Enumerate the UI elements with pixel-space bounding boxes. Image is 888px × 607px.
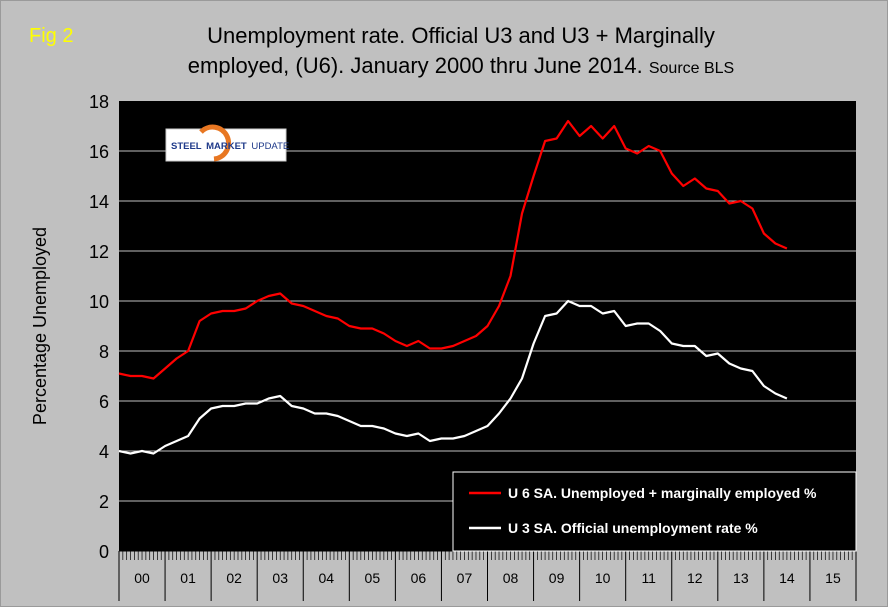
y-tick-label: 4 (99, 442, 109, 462)
steel-market-update-logo: STEEL MARKET UPDATE (165, 124, 289, 162)
y-tick-label: 16 (89, 142, 109, 162)
legend-label-u6: U 6 SA. Unemployed + marginally employed… (508, 485, 817, 501)
logo-word-update: UPDATE (251, 141, 289, 152)
y-tick-label: 10 (89, 292, 109, 312)
y-tick-label: 6 (99, 392, 109, 412)
chart-title: Unemployment rate. Official U3 and U3 + … (141, 21, 781, 84)
series-line-u3 (118, 299, 788, 455)
x-tick-label: 03 (272, 570, 288, 586)
x-tick-label: 14 (779, 570, 795, 586)
x-tick-label: 12 (687, 570, 703, 586)
x-tick-label: 00 (134, 570, 150, 586)
series-line-u6 (118, 119, 788, 380)
x-tick-label: 09 (549, 570, 565, 586)
x-tick-label: 10 (595, 570, 611, 586)
x-tick-label: 04 (318, 570, 334, 586)
x-tick-label: 08 (503, 570, 519, 586)
y-axis: 0 2 4 6 8 10 12 14 16 18 (89, 92, 109, 562)
chart-title-line1: Unemployment rate. Official U3 and U3 + … (207, 23, 715, 48)
x-tick-label: 15 (825, 570, 841, 586)
x-tick-label: 05 (365, 570, 381, 586)
figure-label: Fig 2 (29, 25, 74, 47)
x-tick-label: 11 (641, 570, 656, 586)
y-tick-label: 0 (99, 542, 109, 562)
y-axis-label: Percentage Unemployed (30, 227, 50, 425)
x-tick-label: 06 (411, 570, 427, 586)
y-tick-label: 14 (89, 192, 109, 212)
y-tick-label: 2 (99, 492, 109, 512)
x-axis: 00 01 02 03 04 05 06 07 08 09 10 11 12 13 14 15 (118, 550, 857, 601)
source-note: Source BLS (648, 60, 735, 77)
chart-title-line2-text: employed, (U6). January 2000 thru June 2… (187, 53, 643, 78)
y-tick-label: 8 (99, 342, 109, 362)
logo-word-steel: STEEL (171, 141, 202, 152)
chart-title-line2: employed, (U6). January 2000 thru June 2… (141, 51, 781, 84)
x-tick-label: 07 (457, 570, 473, 586)
series-lines (118, 119, 788, 455)
x-tick-label: 01 (180, 570, 196, 586)
logo-swoosh-icon (199, 124, 232, 162)
x-tick-label: 02 (226, 570, 242, 586)
y-tick-label: 12 (89, 242, 109, 262)
logo-word-market: MARKET (206, 141, 247, 152)
x-tick-label: 13 (733, 570, 749, 586)
svg-text:STEEL MARKET U: STEEL MARKET UPDATE (171, 141, 289, 152)
legend-label-u3: U 3 SA. Official unemployment rate % (508, 520, 758, 536)
legend: U 6 SA. Unemployed + marginally employed… (452, 471, 857, 552)
y-tick-label: 18 (89, 92, 109, 112)
